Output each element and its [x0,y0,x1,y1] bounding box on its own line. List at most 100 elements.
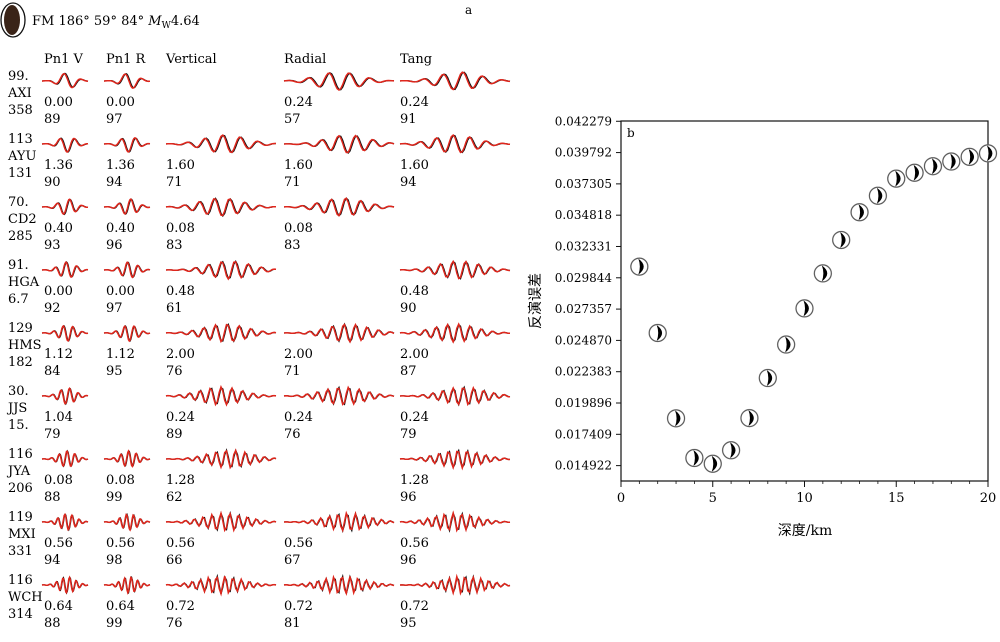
synthetic-waveform [42,72,89,89]
time-shift-label: 1.12 [106,347,135,362]
synthetic-waveform [283,72,395,91]
station-dist: 119 [8,510,33,525]
time-shift-label: 0.08 [166,221,195,236]
synthetic-waveform [399,573,511,596]
correlation-label: 93 [44,238,61,253]
correlation-label: 81 [284,616,301,631]
beachball-point [776,335,796,354]
time-shift-label: 0.56 [284,536,313,551]
time-shift-label: 0.24 [400,410,429,425]
y-tick-label: 0.014922 [555,459,612,473]
synthetic-waveform [399,259,511,280]
correlation-label: 79 [44,427,61,442]
beachball-point [813,264,833,283]
y-tick-label: 0.037305 [555,177,612,191]
time-shift-label: 0.40 [106,221,135,236]
correlation-label: 88 [44,616,61,631]
column-header: Vertical [165,52,217,67]
time-shift-label: 0.48 [166,284,195,299]
time-shift-label: 0.64 [106,599,135,614]
synthetic-waveform [165,384,277,407]
synthetic-waveform [399,510,511,533]
station-dist: 116 [8,573,33,588]
x-tick-label: 5 [709,491,717,506]
station-row: 99. AXI 358 0.00 89 0.00 97 0.24 57 0.24 91 [7,69,511,127]
synthetic-waveform [399,134,511,154]
time-shift-label: 0.00 [44,284,73,299]
station-az: 358 [8,103,33,118]
synthetic-waveform [399,322,510,344]
beachball-point [978,144,998,163]
station-name: JYA [6,464,31,479]
observed-waveform [104,261,151,278]
mechanism-label: FM 186° 59° 84° MW4.64 [32,14,200,31]
synthetic-waveform [41,512,89,531]
y-tick-label: 0.024870 [555,333,612,347]
correlation-label: 94 [400,175,417,190]
correlation-label: 89 [166,427,183,442]
station-row: 70. CD2 285 0.40 93 0.40 96 0.08 83 0.08 83 [8,195,395,253]
synthetic-waveform [165,198,276,217]
time-shift-label: 0.24 [284,95,313,110]
synthetic-waveform [399,450,511,471]
station-dist: 30. [8,384,29,399]
station-az: 206 [8,481,33,496]
x-tick-label: 0 [617,491,625,506]
time-shift-label: 0.56 [44,536,73,551]
station-row: 116 JYA 206 0.08 88 0.08 99 1.28 62 1.28 96 [6,447,511,505]
observed-waveform [283,197,395,217]
synthetic-waveform [165,134,276,154]
beachball-point [795,299,814,318]
correlation-label: 95 [400,616,417,631]
synthetic-waveform [165,448,277,470]
y-tick-label: 0.019896 [555,396,612,410]
correlation-label: 76 [284,427,301,442]
beachball-point [685,448,704,468]
synthetic-waveform [41,324,89,343]
station-name: HMS [8,338,42,353]
y-axis-label: 反演误差 [528,273,544,329]
synthetic-waveform [165,575,277,597]
time-shift-label: 0.56 [106,536,135,551]
correlation-label: 94 [44,553,61,568]
time-shift-label: 0.56 [166,536,195,551]
synthetic-waveform [41,261,89,279]
panel-b-label: b [627,126,635,140]
correlation-label: 96 [400,553,417,568]
beachball-point [942,152,961,171]
beachball-point [850,203,869,222]
correlation-label: 57 [284,112,301,127]
synthetic-waveform [103,137,151,153]
beachball-point [868,186,888,206]
station-row: 129 HMS 182 1.12 84 1.12 95 2.00 76 2.00 71 2.00 87 [8,321,511,379]
station-name: AYU [7,149,36,164]
correlation-label: 95 [106,364,123,379]
observed-waveform [165,386,277,406]
correlation-label: 96 [106,238,123,253]
correlation-label: 92 [44,301,61,316]
time-shift-label: 0.24 [284,410,313,425]
correlation-label: 98 [106,553,123,568]
correlation-label: 99 [106,490,123,505]
correlation-label: 83 [284,238,301,253]
beachball-point [740,408,759,428]
correlation-label: 90 [44,175,61,190]
station-row: 113 AYU 131 1.36 90 1.36 94 1.60 71 1.60 71 1.60 94 [7,132,511,190]
column-header: Tang [400,52,432,67]
correlation-label: 88 [44,490,61,505]
station-az: 285 [8,229,33,244]
synthetic-waveform [283,385,395,406]
station-row: 91. HGA 6.7 0.00 92 0.00 97 0.48 61 0.48 90 [8,258,511,316]
time-shift-label: 2.00 [166,347,195,362]
synthetic-waveform [283,510,395,533]
column-header: Pn1 R [106,52,147,67]
station-row: 30. JJS 15. 1.04 79 0.24 89 0.24 76 0.24 79 [6,384,511,442]
station-dist: 70. [8,195,29,210]
correlation-label: 99 [106,616,123,631]
beachball-point [905,163,924,182]
time-shift-label: 0.24 [166,410,195,425]
time-shift-label: 0.00 [106,284,135,299]
synthetic-waveform [165,261,277,281]
x-tick-label: 20 [980,491,997,506]
y-tick-label: 0.022383 [555,365,612,379]
